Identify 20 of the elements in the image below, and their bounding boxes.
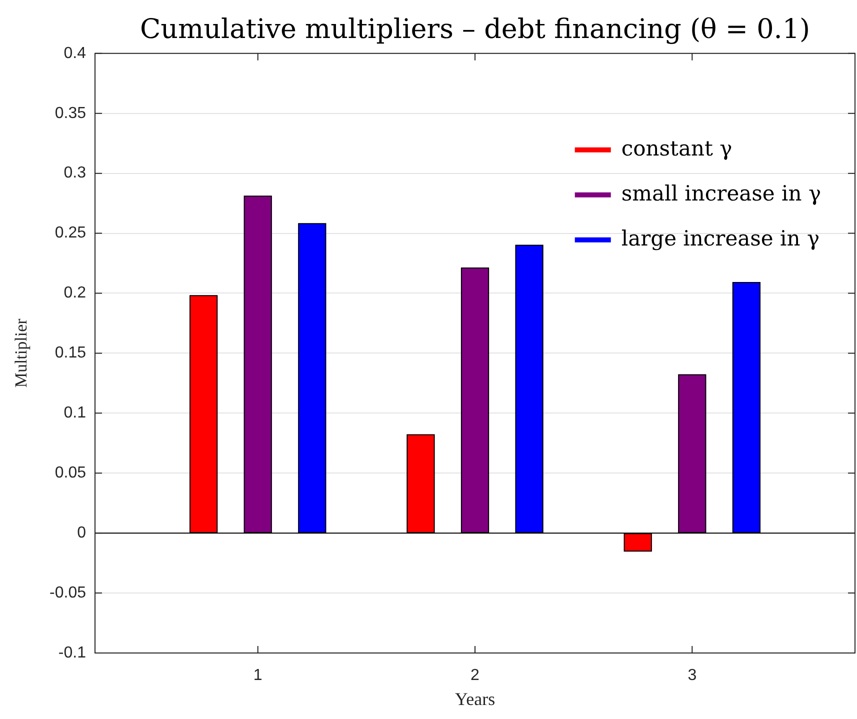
y-tick-label: 0.35 — [54, 104, 86, 122]
y-tick-label: 0 — [77, 524, 86, 542]
y-tick-label: 0.1 — [64, 404, 86, 422]
legend-label: large increase in γ — [621, 226, 820, 250]
y-tick-label: -0.1 — [58, 644, 86, 662]
y-tick-label: 0.15 — [54, 344, 86, 362]
legend-label: constant γ — [621, 136, 732, 160]
y-tick-label: 0.3 — [64, 164, 86, 182]
y-tick-label: 0.05 — [54, 464, 86, 482]
x-tick-label: 1 — [253, 667, 262, 684]
x-tick-label: 3 — [688, 667, 697, 684]
y-tick-label: 0.2 — [64, 284, 86, 302]
y-axis-title: Multiplier — [12, 318, 31, 388]
x-axis-title: Years — [454, 688, 496, 709]
y-tick-label: 0.25 — [54, 224, 86, 242]
y-tick-label: 0.4 — [64, 44, 86, 62]
chart-title: Cumulative multipliers – debt financing (θ = 0.1) — [140, 14, 810, 46]
y-tick-label: -0.05 — [50, 584, 86, 602]
x-tick-label: 2 — [470, 667, 480, 684]
legend-label: small increase in γ — [621, 181, 821, 206]
